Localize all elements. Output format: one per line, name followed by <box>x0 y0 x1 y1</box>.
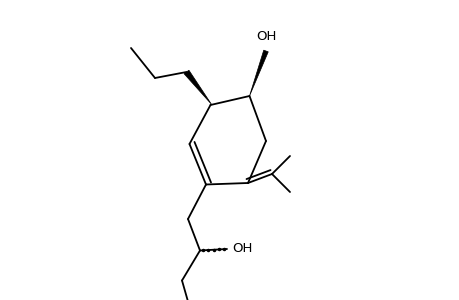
Polygon shape <box>184 70 211 104</box>
Polygon shape <box>249 50 268 96</box>
Text: OH: OH <box>232 242 252 256</box>
Text: OH: OH <box>256 30 276 43</box>
